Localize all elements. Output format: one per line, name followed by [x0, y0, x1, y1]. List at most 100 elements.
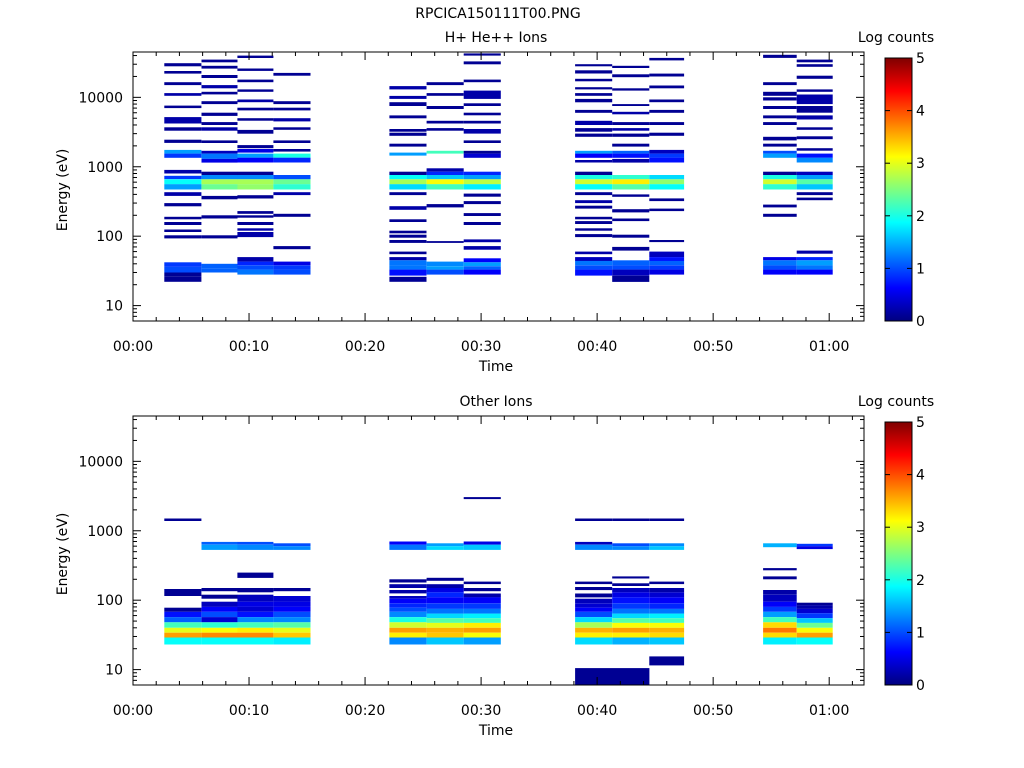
heatmap-cell [426, 543, 464, 547]
heatmap-cell [201, 195, 238, 200]
heatmap-cell [763, 637, 797, 645]
heatmap-cell [463, 79, 501, 83]
heatmap-cell [649, 57, 685, 61]
heatmap-cell [796, 115, 833, 120]
heatmap-cell [763, 115, 797, 119]
heatmap-cell [612, 88, 650, 91]
heatmap-cell [463, 193, 501, 197]
heatmap-cell [796, 175, 833, 180]
heatmap-cell [426, 150, 464, 154]
colorbar-tick-label: 1 [916, 625, 925, 641]
x-tick-label: 00:00 [113, 703, 153, 719]
heatmap-cell [164, 632, 202, 638]
x-tick-label: 01:00 [809, 703, 849, 719]
heatmap-cell [237, 99, 274, 103]
heatmap-cell [649, 179, 685, 185]
heatmap-cell [164, 184, 202, 190]
heatmap-cell [201, 617, 238, 623]
heatmap-cell [237, 637, 274, 645]
heatmap-cell [237, 211, 274, 214]
heatmap-cell [463, 618, 501, 623]
heatmap-cell [164, 117, 202, 124]
heatmap-cell [575, 93, 613, 96]
heatmap-cell [649, 269, 685, 275]
heatmap-cell [463, 179, 501, 185]
heatmap-cell [463, 184, 501, 190]
heatmap-cell [649, 637, 685, 645]
heatmap-cell [575, 257, 613, 261]
heatmap-cell [237, 145, 274, 149]
heatmap-cell [201, 75, 238, 78]
heatmap-cell [201, 158, 238, 163]
heatmap-cell [389, 603, 427, 608]
heatmap-cell [389, 637, 427, 645]
heatmap-cell [237, 261, 274, 266]
heatmap-cell [389, 579, 427, 583]
heatmap-cell [796, 618, 833, 623]
heatmap-cell [463, 269, 501, 275]
heatmap-cell [575, 617, 613, 623]
heatmap-cell [796, 605, 833, 609]
heatmap-cell [164, 127, 202, 131]
heatmap-cell [426, 597, 464, 604]
heatmap-cell [237, 157, 274, 163]
heatmap-cell [575, 228, 613, 231]
heatmap-cell [463, 171, 501, 176]
heatmap-cell [426, 592, 464, 598]
heatmap-cell [763, 91, 797, 96]
heatmap-cell [164, 63, 202, 67]
heatmap-cell [612, 543, 650, 547]
heatmap-cell [649, 175, 685, 180]
heatmap-cell [426, 577, 464, 581]
heatmap-cell [237, 257, 274, 262]
heatmap-cell [575, 265, 613, 270]
colorbar-tick-label: 0 [916, 678, 925, 694]
heatmap-cell [612, 597, 650, 604]
heatmap-cell [575, 607, 613, 612]
heatmap-cell [612, 104, 650, 106]
heatmap-cell [463, 266, 501, 270]
heatmap-cell [649, 622, 685, 628]
heatmap-cell [164, 222, 202, 225]
colorbar-tick-label: 3 [916, 156, 925, 172]
heatmap-cell [201, 594, 238, 599]
heatmap-cell [575, 70, 613, 74]
heatmap-cell [649, 608, 685, 614]
heatmap-cell [575, 120, 613, 125]
panel-title: Other Ions [459, 394, 532, 410]
heatmap-cell [463, 581, 501, 585]
heatmap-cell [649, 240, 685, 243]
heatmap-cell [612, 546, 650, 550]
colorbar-gradient [884, 421, 913, 686]
heatmap-cell [796, 602, 833, 606]
heatmap-cell [763, 265, 797, 270]
heatmap-cell [612, 622, 650, 628]
heatmap-cell [273, 157, 311, 163]
heatmap-cell [575, 622, 613, 628]
heatmap-cell [612, 133, 650, 137]
heatmap-cell [273, 543, 311, 547]
heatmap-cell [463, 497, 501, 500]
heatmap-cell [237, 588, 274, 593]
x-tick-label: 00:30 [461, 703, 501, 719]
heatmap-cell [164, 192, 202, 196]
heatmap-cell [164, 235, 202, 239]
heatmap-cell [575, 128, 613, 132]
heatmap-cell [273, 622, 311, 628]
heatmap-cell [201, 153, 238, 159]
heatmap-cell [389, 132, 427, 136]
heatmap-cell [237, 118, 274, 121]
heatmap-cell [612, 143, 650, 147]
heatmap-cell [763, 260, 797, 266]
heatmap-cell [463, 627, 501, 633]
heatmap-cell [575, 627, 613, 633]
heatmap-cell [389, 269, 427, 276]
heatmap-cell [463, 262, 501, 267]
heatmap-cell [796, 197, 833, 201]
heatmap-cell [426, 269, 464, 275]
heatmap-cell [273, 632, 311, 638]
heatmap-cell [273, 107, 311, 111]
heatmap-cell [463, 588, 501, 592]
colorbar-tick-label: 1 [916, 261, 925, 277]
heatmap-cell [389, 607, 427, 612]
